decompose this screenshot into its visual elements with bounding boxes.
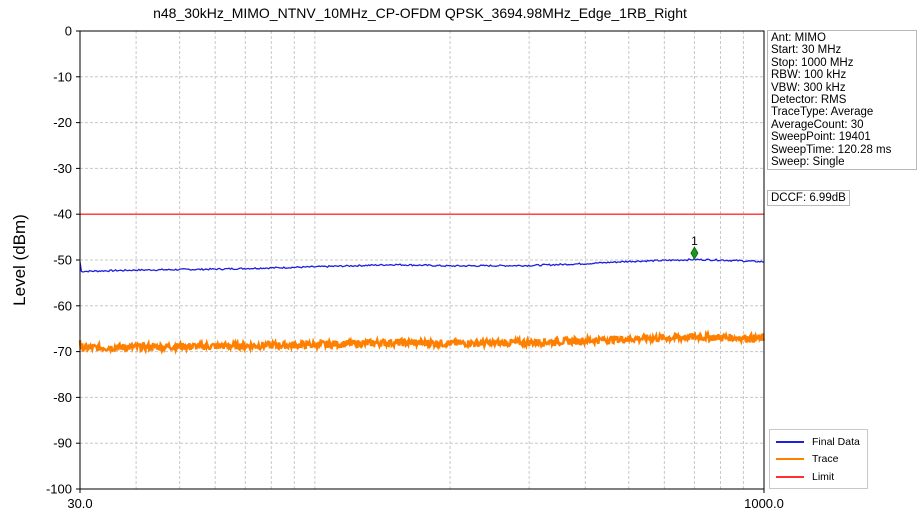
info-line: SweepPoint: 19401: [771, 131, 871, 144]
legend-item-limit: Limit: [776, 470, 834, 484]
marker-label: 1: [691, 234, 698, 248]
info-line: AverageCount: 30: [771, 118, 864, 131]
y-tick-label: -20: [53, 115, 72, 130]
series-lines: [78, 213, 766, 355]
legend-swatch: [776, 441, 804, 443]
y-tick-labels: 0 -10 -20 -30 -40 -50 -60 -70 -80 -90 -100: [46, 24, 80, 497]
info-line: RBW: 100 kHz: [771, 69, 847, 82]
info-line: Ant: MIMO: [771, 32, 826, 44]
y-tick-label: -70: [53, 344, 72, 359]
legend-swatch: [776, 476, 804, 478]
legend-item-final-data: Final Data: [776, 435, 860, 449]
y-tick-label: -100: [46, 482, 72, 497]
dccf-box: DCCF: 6.99dB: [767, 190, 850, 206]
y-axis-label: Level (dBm): [10, 214, 29, 306]
legend-swatch: [776, 458, 804, 460]
plot-frame: [79, 30, 765, 490]
info-line: SweepTime: 120.28 ms: [771, 143, 892, 156]
legend: Final Data Trace Limit: [769, 429, 868, 489]
legend-label: Final Data: [812, 436, 860, 448]
y-tick-label: -10: [53, 69, 72, 84]
y-tick-label: -60: [53, 298, 72, 313]
info-line: TraceType: Average: [771, 106, 874, 119]
x-tick-label: 30.0: [67, 496, 92, 511]
y-tick-label: -30: [53, 161, 72, 176]
info-line: Sweep: Single: [771, 156, 845, 169]
legend-item-trace: Trace: [776, 452, 838, 466]
peak-marker: 1: [690, 234, 699, 260]
y-tick-label: -90: [53, 436, 72, 451]
chart-title: n48_30kHz_MIMO_NTNV_10MHz_CP-OFDM QPSK_3…: [153, 5, 687, 21]
y-tick-label: -50: [53, 253, 72, 268]
measurement-info-box: Ant: MIMO Start: 30 MHz Stop: 1000 MHz R…: [767, 30, 917, 171]
y-tick-label: -40: [53, 207, 72, 222]
x-tick-label: 1000.0: [744, 496, 784, 511]
info-line: Stop: 1000 MHz: [771, 56, 854, 69]
y-tick-label: 0: [65, 24, 72, 39]
info-line: Detector: RMS: [771, 94, 847, 107]
series-line-trace: [78, 329, 766, 355]
y-tick-label: -80: [53, 390, 72, 405]
x-tick-labels: 30.0 1000.0: [67, 489, 784, 511]
series-line-final-data: [79, 257, 764, 273]
legend-label: Limit: [812, 471, 835, 483]
info-line: VBW: 300 kHz: [771, 81, 846, 94]
marker-diamond: [690, 246, 699, 260]
info-line: Start: 30 MHz: [771, 44, 842, 57]
legend-label: Trace: [812, 453, 839, 465]
